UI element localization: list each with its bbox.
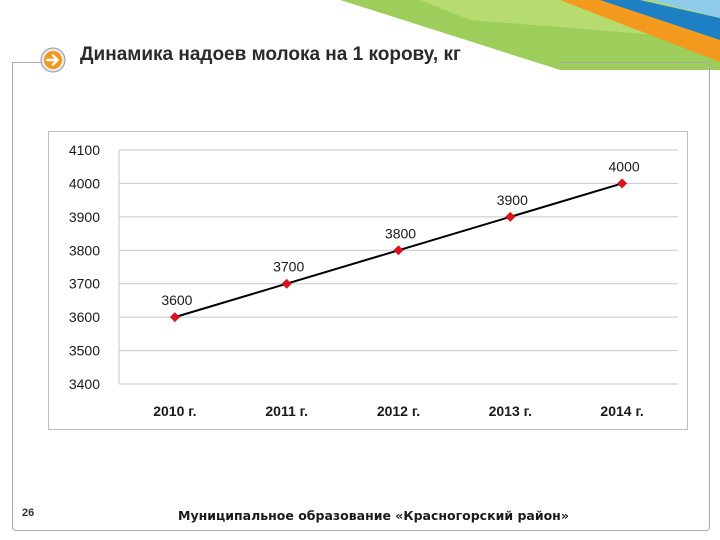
y-tick-label: 3700 — [69, 276, 100, 292]
y-tick-label: 4100 — [69, 142, 100, 158]
header-decoration — [80, 0, 720, 70]
y-tick-label: 3900 — [69, 209, 100, 225]
data-label: 3900 — [497, 192, 528, 208]
data-point — [617, 178, 628, 189]
data-point — [505, 211, 516, 222]
y-tick-label: 3600 — [69, 309, 100, 325]
x-tick-label: 2014 г. — [600, 403, 643, 419]
data-point — [169, 312, 180, 323]
page-number: 26 — [22, 507, 35, 519]
x-tick-label: 2010 г. — [153, 403, 196, 419]
data-point — [393, 245, 404, 256]
y-tick-label: 3400 — [69, 376, 100, 392]
data-label: 4000 — [609, 158, 640, 174]
x-tick-label: 2012 г. — [377, 403, 420, 419]
data-label: 3800 — [385, 225, 416, 241]
x-tick-label: 2013 г. — [489, 403, 532, 419]
line-chart: 4100 4000 3900 3800 3700 3600 3500 3400 2010 г. 2… — [69, 142, 678, 419]
frame-top-line-right — [560, 62, 708, 63]
slide-frame — [12, 62, 710, 531]
arrow-right-icon — [40, 47, 66, 73]
slide-title: Динамика надоев молока на 1 корову, кг — [80, 44, 461, 65]
data-point — [281, 278, 292, 289]
y-tick-label: 3800 — [69, 242, 100, 258]
footer-text: Муниципальное образование «Красногорский… — [178, 508, 569, 523]
chart-area — [48, 131, 688, 430]
y-tick-label: 4000 — [69, 175, 100, 191]
x-tick-label: 2011 г. — [265, 403, 308, 419]
data-label: 3700 — [273, 259, 304, 275]
frame-top-line-left — [12, 62, 42, 63]
y-tick-label: 3500 — [69, 343, 100, 359]
data-label: 3600 — [161, 292, 192, 308]
